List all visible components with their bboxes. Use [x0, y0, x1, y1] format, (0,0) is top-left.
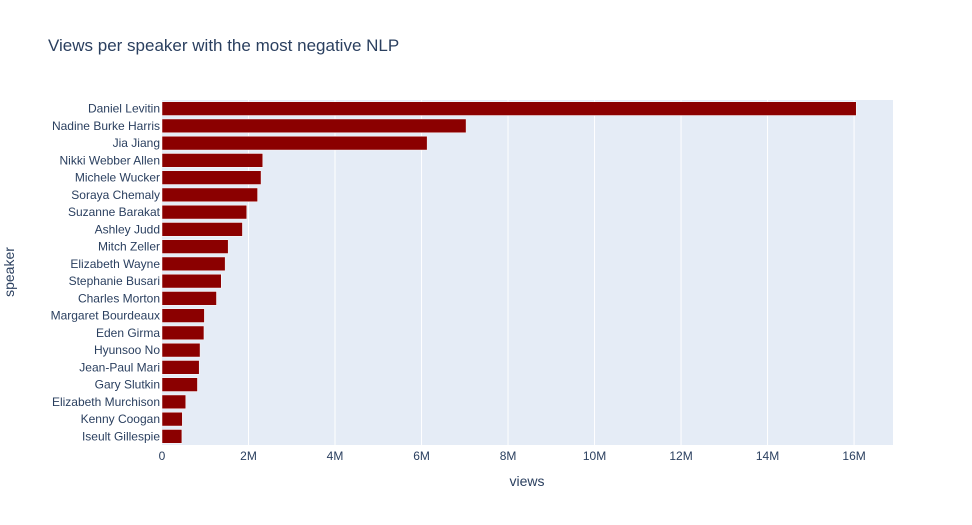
- y-tick-label: Suzanne Barakat: [68, 205, 161, 219]
- y-tick-label: Elizabeth Wayne: [70, 257, 160, 271]
- y-tick-label: Mitch Zeller: [98, 240, 160, 254]
- bar: [161, 256, 226, 272]
- y-tick-label: Eden Girma: [96, 326, 160, 340]
- x-tick-label: 10M: [583, 449, 606, 463]
- bar: [161, 118, 467, 134]
- bar: [161, 170, 262, 185]
- bar: [161, 135, 428, 151]
- bar: [161, 273, 222, 289]
- y-tick-label: Daniel Levitin: [88, 102, 160, 116]
- bar: [161, 377, 198, 392]
- y-tick-label: Stephanie Busari: [69, 274, 160, 288]
- y-tick-label: Soraya Chemaly: [71, 188, 160, 202]
- bar: [161, 411, 183, 427]
- y-tick-label: Charles Morton: [78, 291, 160, 305]
- x-tick-labels: 0 2M 4M 6M 8M 10M 12M 14M 16M: [159, 449, 866, 463]
- y-tick-label: Iseult Gillespie: [82, 429, 160, 443]
- chart-title: Views per speaker with the most negative…: [48, 36, 399, 55]
- y-tick-label: Nadine Burke Harris: [52, 119, 160, 133]
- x-tick-label: 2M: [240, 449, 257, 463]
- y-tick-label: Hyunsoo No: [94, 343, 160, 357]
- bar: [161, 101, 857, 116]
- plot-area: [162, 100, 893, 445]
- bar: [161, 204, 248, 220]
- y-tick-labels: Daniel Levitin Nadine Burke Harris Jia Jia…: [51, 102, 161, 444]
- bar: [161, 394, 187, 410]
- x-tick-label: 0: [159, 449, 166, 463]
- y-tick-label: Margaret Bourdeaux: [51, 309, 160, 323]
- y-tick-label: Jean-Paul Mari: [79, 360, 160, 374]
- bars: [161, 101, 857, 444]
- bar: [161, 239, 229, 254]
- x-axis-title: views: [509, 473, 544, 489]
- y-tick-label: Nikki Webber Allen: [60, 153, 161, 167]
- y-tick-label: Ashley Judd: [95, 222, 160, 236]
- bar: [161, 308, 205, 323]
- bar: [161, 325, 205, 341]
- x-tick-label: 16M: [842, 449, 865, 463]
- gridlines: [248, 100, 855, 445]
- bar: [161, 187, 258, 203]
- x-tick-label: 6M: [413, 449, 430, 463]
- x-tick-label: 14M: [756, 449, 779, 463]
- y-tick-label: Kenny Coogan: [81, 412, 160, 426]
- bar: [161, 153, 264, 168]
- bar: [161, 360, 200, 375]
- x-tick-label: 4M: [327, 449, 344, 463]
- bar: [161, 222, 243, 237]
- y-tick-label: Gary Slutkin: [95, 378, 160, 392]
- y-tick-label: Elizabeth Murchison: [52, 395, 160, 409]
- x-tick-label: 8M: [500, 449, 517, 463]
- y-tick-label: Michele Wucker: [75, 171, 160, 185]
- x-tick-label: 12M: [669, 449, 692, 463]
- bar: [161, 342, 201, 358]
- y-tick-label: Jia Jiang: [113, 136, 160, 150]
- y-axis-title: speaker: [1, 247, 17, 297]
- bar: [161, 429, 183, 444]
- bar: [161, 291, 217, 306]
